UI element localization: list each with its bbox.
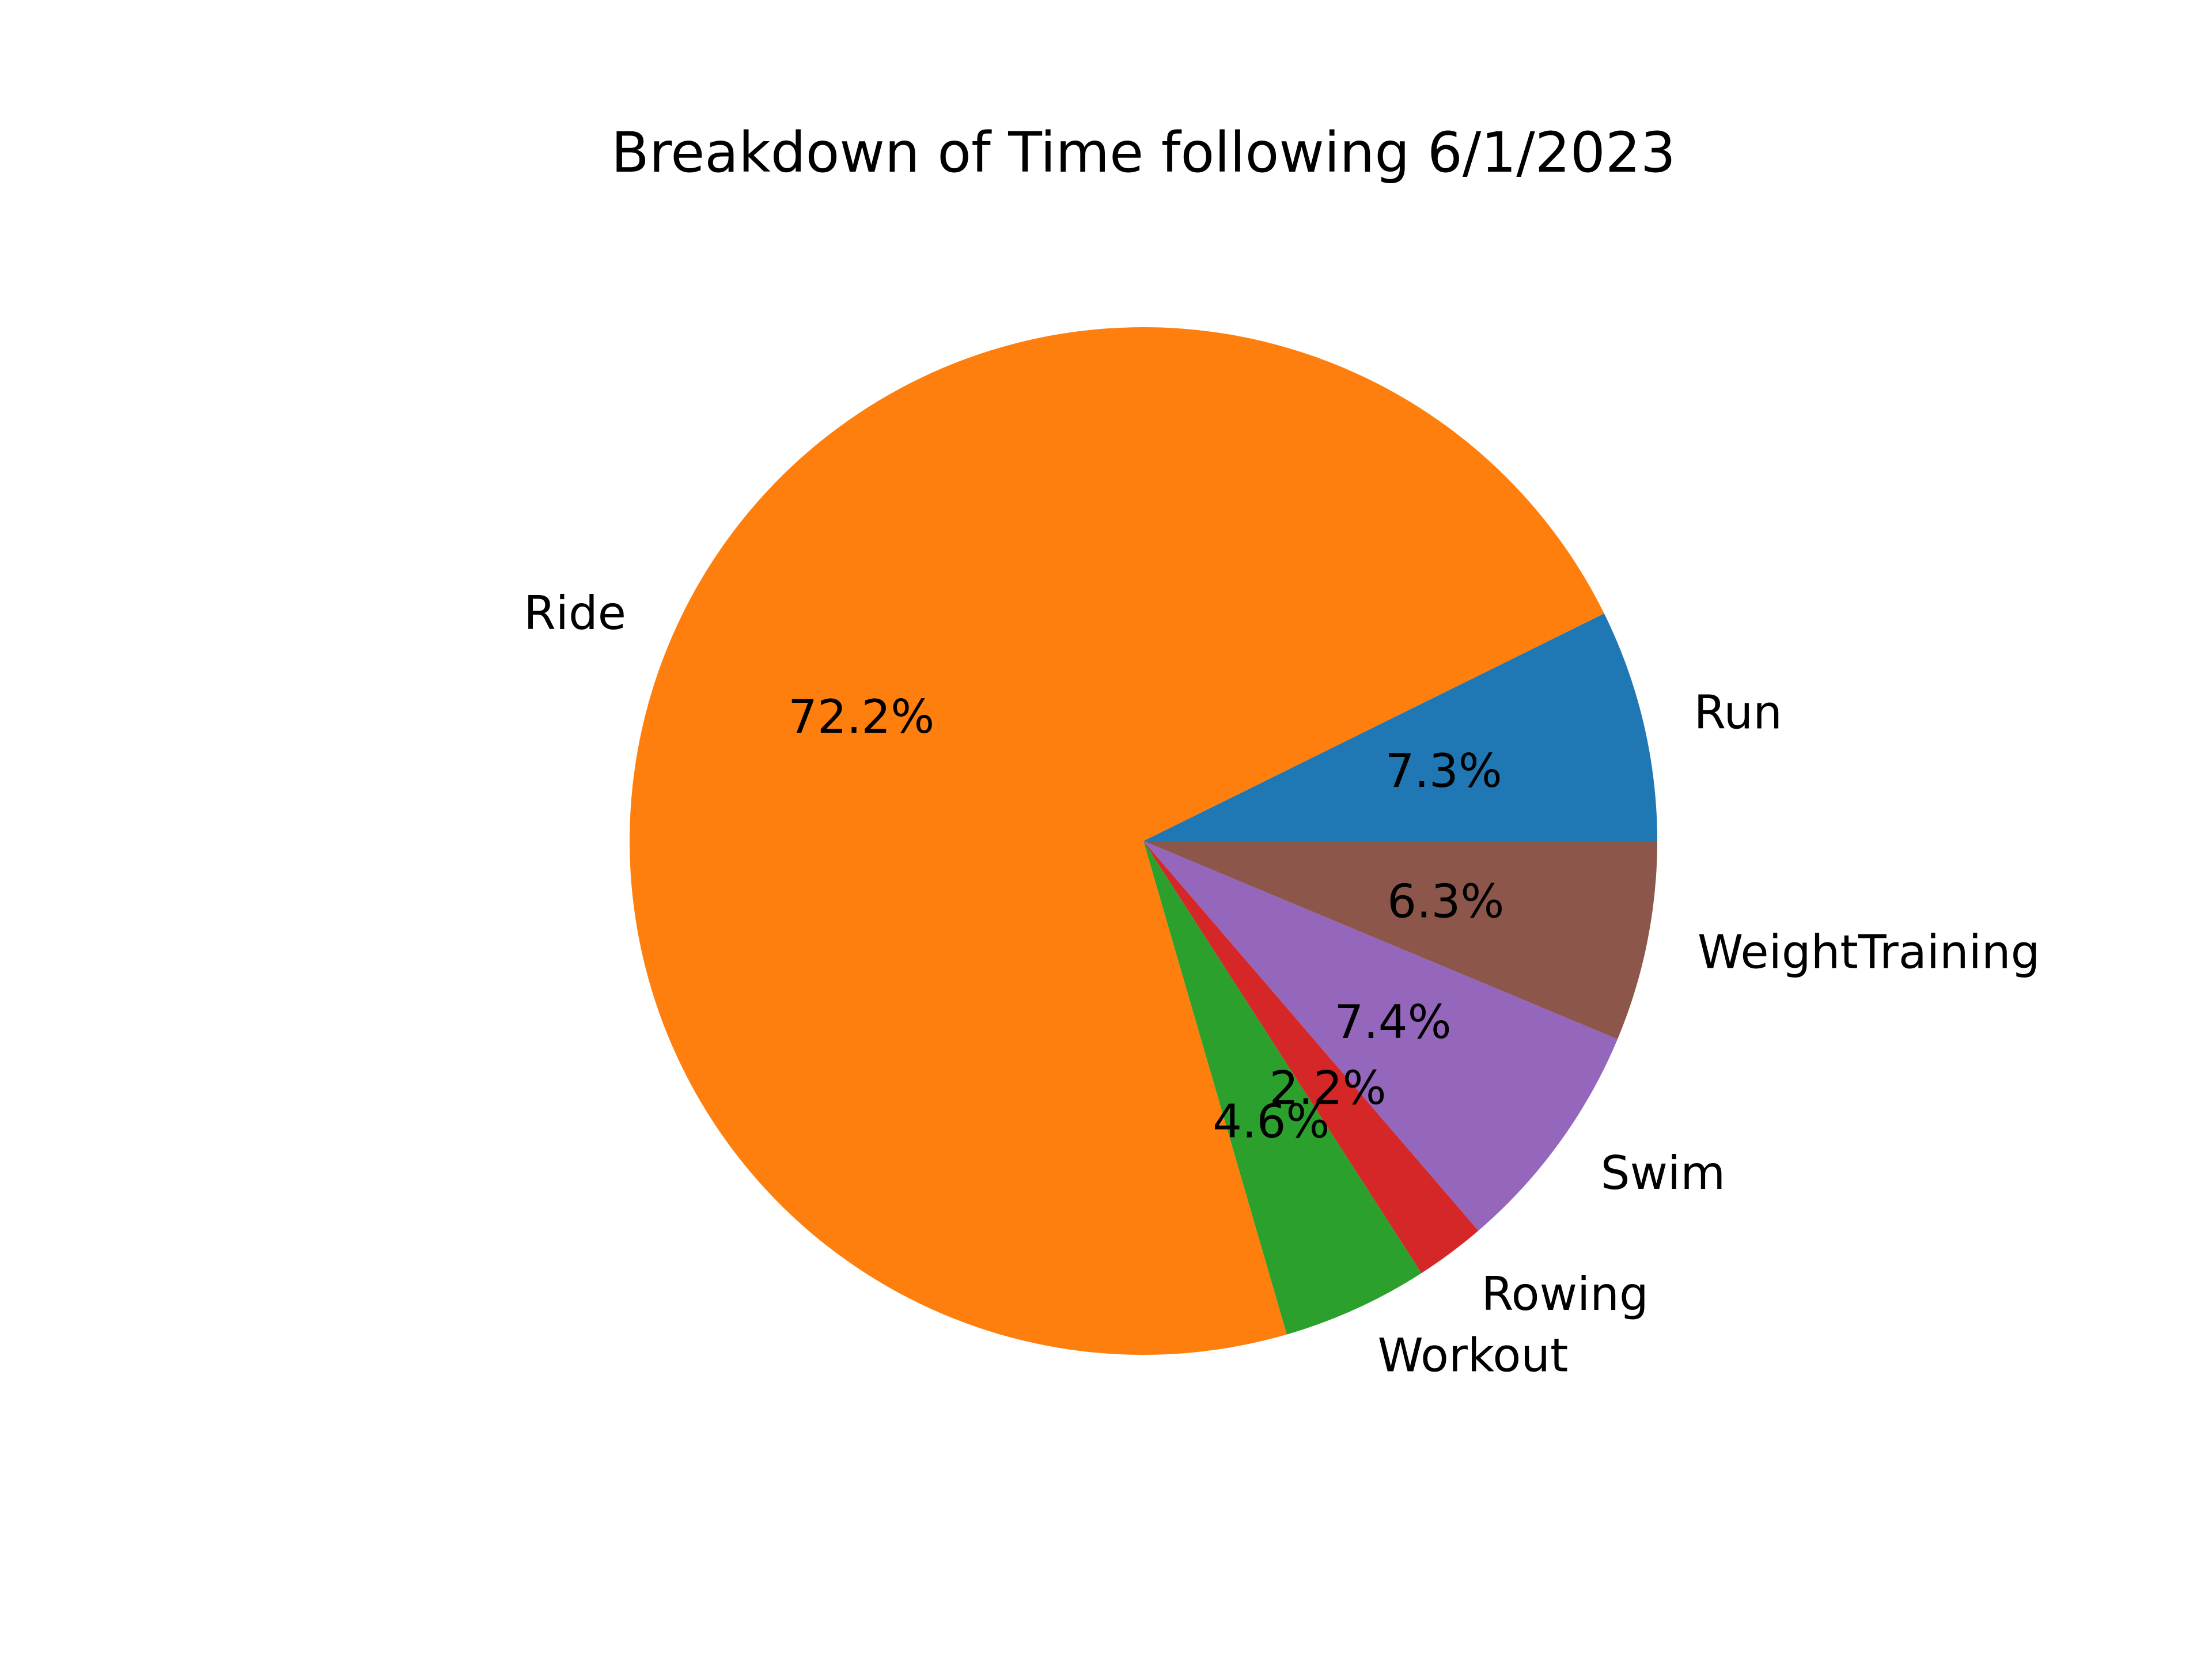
slice-label-rowing: Rowing	[1482, 1267, 1649, 1321]
pie-slice-swim	[1143, 841, 1618, 1231]
pie-slices	[629, 327, 1657, 1355]
slice-label-ride: Ride	[524, 586, 626, 640]
slice-percent-weighttraining: 6.3%	[1387, 875, 1504, 929]
pie-slice-run	[1143, 613, 1657, 841]
slice-category-labels: Run Ride Workout Rowing Swim WeightTraining	[524, 586, 2040, 1382]
slice-label-swim: Swim	[1601, 1146, 1725, 1200]
slice-percent-swim: 7.4%	[1334, 995, 1451, 1049]
pie-slice-weighttraining	[1143, 841, 1657, 1039]
pie-slice-rowing	[1143, 841, 1479, 1274]
slice-percent-labels: 7.3% 72.2% 4.6%2.2% 7.4% 6.3%	[788, 690, 1504, 1149]
slice-percent-ride: 72.2%	[788, 690, 934, 744]
slice-label-weighttraining: WeightTraining	[1698, 925, 2040, 979]
slice-percent-run: 7.3%	[1385, 744, 1502, 798]
slice-percent-workout: 4.6%	[1213, 1095, 1330, 1149]
chart-title: Breakdown of Time following 6/1/2023	[611, 120, 1676, 185]
slice-label-workout: Workout	[1378, 1329, 1569, 1382]
slice-percent-rowing: 2.2%	[1269, 1062, 1386, 1115]
pie-slice-ride	[629, 327, 1604, 1355]
pie-slice-workout	[1143, 841, 1422, 1335]
slice-label-run: Run	[1694, 685, 1782, 739]
